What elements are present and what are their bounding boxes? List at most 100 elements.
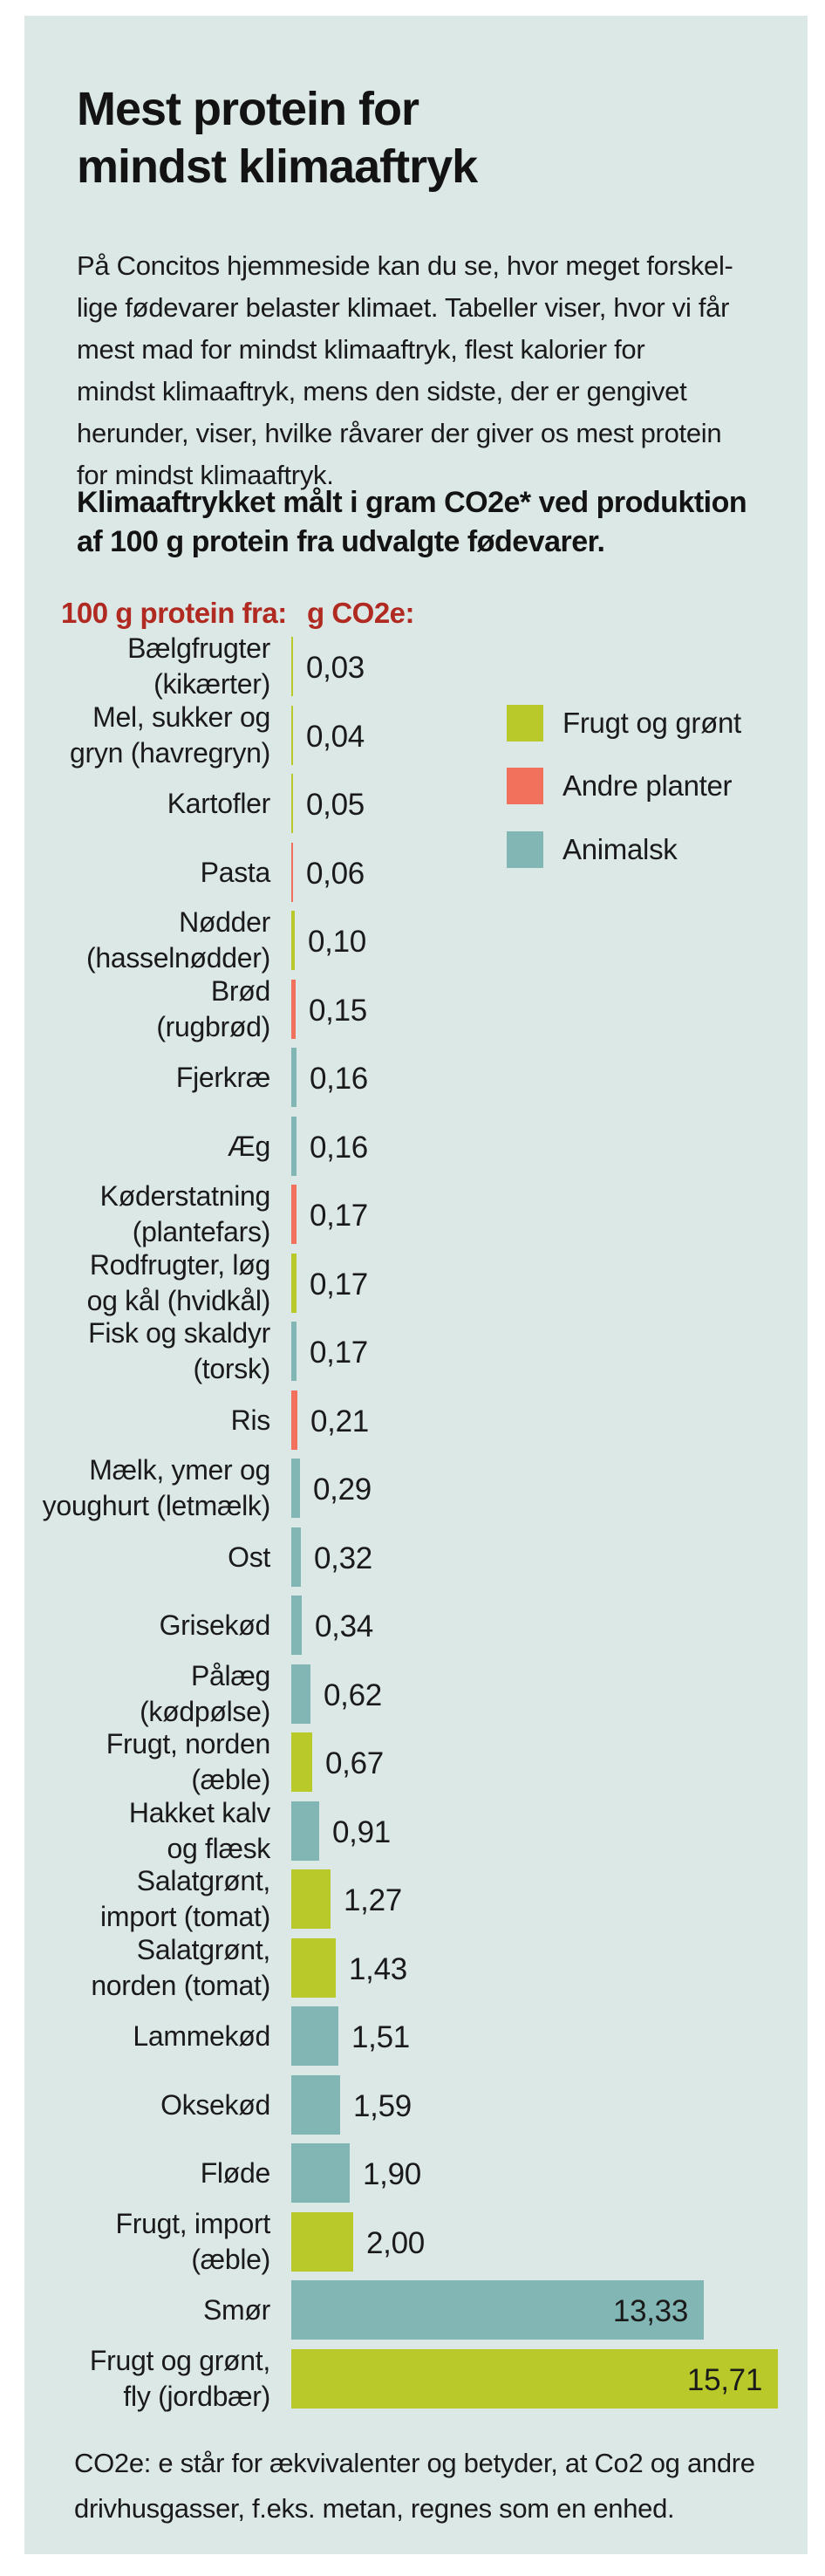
- bar-frugt: [291, 637, 293, 696]
- bar-animalsk: [291, 1117, 297, 1176]
- bar-frugt: [291, 1938, 336, 1998]
- bar-row-label: Kartofler: [167, 787, 271, 819]
- bar-value-label: 0,06: [306, 857, 365, 891]
- bar-row-label: Salatgrønt, import (tomat): [100, 1865, 270, 1932]
- bar-value-label: 0,29: [313, 1472, 372, 1507]
- legend-swatch-frugt-og-gront: [507, 705, 543, 741]
- intro-line: mest mad for mindst klimaaftryk, flest k…: [77, 334, 645, 365]
- bar-value-label: 0,15: [309, 994, 367, 1028]
- bar-animalsk: [291, 1664, 310, 1724]
- legend-swatch-andre-planter: [507, 768, 543, 804]
- bar-row-label: Frugt og grønt, fly (jordbær): [89, 2345, 270, 2412]
- intro-line: mindst klimaaftryk, mens den sidste, der…: [77, 376, 687, 407]
- chart-subtitle: Klimaaftrykket målt i gram CO2e* ved pro…: [77, 483, 747, 562]
- bar-animalsk: [291, 1459, 300, 1518]
- bar-value-label: 0,67: [325, 1746, 384, 1780]
- bar-row-label: Lammekød: [133, 2019, 270, 2052]
- intro-paragraph: På Concitos hjemmeside kan du se, hvor m…: [77, 245, 801, 496]
- bar-row-label: Nødder (hasselnødder): [85, 906, 270, 974]
- column-header-co2e: g CO2e:: [307, 597, 415, 629]
- bar-row-label: Grisekød: [159, 1609, 271, 1641]
- bar-value-label: 1,90: [363, 2157, 421, 2191]
- legend-label-andre-planter: Andre planter: [562, 769, 733, 802]
- bar-value-label: 15,71: [686, 2363, 762, 2397]
- footnote: CO2e: e står for ækvivalenter og betyder…: [74, 2441, 798, 2532]
- bar-frugt: [291, 706, 293, 765]
- bar-value-label: 0,16: [310, 1131, 368, 1165]
- intro-line: herunder, viser, hvilke råvarer der give…: [77, 418, 722, 448]
- intro-line: lige fødevarer belaster klimaet. Tabelle…: [77, 292, 730, 323]
- bar-value-label: 0,62: [324, 1678, 382, 1712]
- bar-value-label: 13,33: [612, 2294, 688, 2328]
- legend-label-frugt-og-gront: Frugt og grønt: [562, 707, 741, 739]
- bar-andre: [291, 980, 296, 1039]
- bar-row-label: Ost: [228, 1541, 270, 1573]
- bar-row-label: Pålæg (kødpølse): [140, 1660, 270, 1727]
- bar-row-label: Æg: [227, 1130, 271, 1162]
- bar-value-label: 0,17: [310, 1268, 368, 1302]
- legend-swatch-animalsk: [507, 831, 543, 868]
- page-title-line2: mindst klimaaftryk: [77, 140, 478, 193]
- background-panel: [24, 16, 808, 2554]
- bar-value-label: 0,10: [308, 925, 366, 959]
- bar-animalsk: [291, 1048, 297, 1107]
- bar-value-label: 1,51: [351, 2020, 410, 2054]
- bar-value-label: 0,32: [314, 1541, 372, 1575]
- bar-row-label: Pasta: [200, 856, 271, 888]
- intro-line: På Concitos hjemmeside kan du se, hvor m…: [77, 250, 733, 281]
- bar-row-label: Smør: [202, 2293, 270, 2326]
- bar-value-label: 0,05: [306, 788, 365, 822]
- bar-row-label: Ris: [230, 1404, 271, 1436]
- intro-line: for mindst klimaaftryk.: [77, 460, 334, 490]
- column-header-protein: 100 g protein fra:: [61, 597, 287, 629]
- bar-row-label: Rodfrugter, løg og kål (hvidkål): [86, 1249, 271, 1316]
- bar-value-label: 0,91: [332, 1815, 391, 1849]
- bar-animalsk: [291, 1595, 302, 1655]
- bar-frugt: [291, 2349, 778, 2409]
- bar-value-label: 0,21: [310, 1404, 369, 1438]
- bar-row-label: Brød (rugbrød): [156, 975, 270, 1042]
- bar-row-label: Oksekød: [160, 2088, 270, 2121]
- bar-value-label: 1,59: [353, 2089, 412, 2123]
- bar-animalsk: [291, 2075, 340, 2135]
- bar-row-label: Hakket kalv og flæsk: [128, 1797, 270, 1864]
- bar-frugt: [291, 2212, 353, 2272]
- bar-row-label: Frugt, import (æble): [115, 2208, 271, 2275]
- bar-animalsk: [291, 2143, 350, 2203]
- bar-value-label: 0,16: [310, 1062, 368, 1096]
- legend-label-animalsk: Animalsk: [562, 833, 678, 865]
- bar-row-label: Fjerkræ: [175, 1061, 270, 1093]
- bar-value-label: 2,00: [366, 2226, 425, 2260]
- bar-value-label: 0,17: [310, 1199, 368, 1233]
- bar-value-label: 0,17: [310, 1336, 368, 1370]
- bar-row-label: Fisk og skaldyr (torsk): [88, 1317, 270, 1384]
- legend-item-andre-planter: Andre planter: [507, 768, 733, 804]
- bar-animalsk: [291, 1801, 319, 1861]
- bar-animalsk: [291, 1322, 297, 1381]
- bar-value-label: 0,34: [315, 1609, 373, 1643]
- bar-value-label: 1,27: [344, 1883, 402, 1917]
- bar-animalsk: [291, 1527, 301, 1587]
- bar-value-label: 1,43: [349, 1952, 407, 1986]
- footnote-line2: drivhusgasser, f.eks. metan, regnes som …: [74, 2493, 675, 2524]
- bar-frugt: [291, 1869, 331, 1929]
- page-title-line1: Mest protein for: [77, 83, 419, 135]
- chart-subtitle-line1: Klimaaftrykket målt i gram CO2e* ved pro…: [77, 486, 747, 519]
- chart-subtitle-line2: af 100 g protein fra udvalgte fødevarer.: [77, 525, 605, 558]
- bar-animalsk: [291, 2006, 338, 2066]
- bar-row-label: Salatgrønt, norden (tomat): [91, 1934, 270, 2001]
- bar-andre: [291, 1185, 297, 1244]
- bar-frugt: [291, 1732, 312, 1792]
- bar-value-label: 0,03: [306, 651, 365, 685]
- bar-frugt: [291, 774, 293, 833]
- page-title: Mest protein for mindst klimaaftryk: [77, 80, 478, 195]
- bar-row-label: Køderstatning (plantefars): [99, 1180, 271, 1247]
- bar-frugt: [291, 1254, 297, 1313]
- bar-andre: [291, 843, 293, 902]
- bar-andre: [291, 1390, 297, 1450]
- bar-row-label: Mælk, ymer og youghurt (letmælk): [42, 1454, 271, 1521]
- bar-animalsk: [291, 2280, 704, 2340]
- bar-row-label: Fløde: [200, 2156, 271, 2189]
- bar-row-label: Frugt, norden (æble): [106, 1728, 271, 1795]
